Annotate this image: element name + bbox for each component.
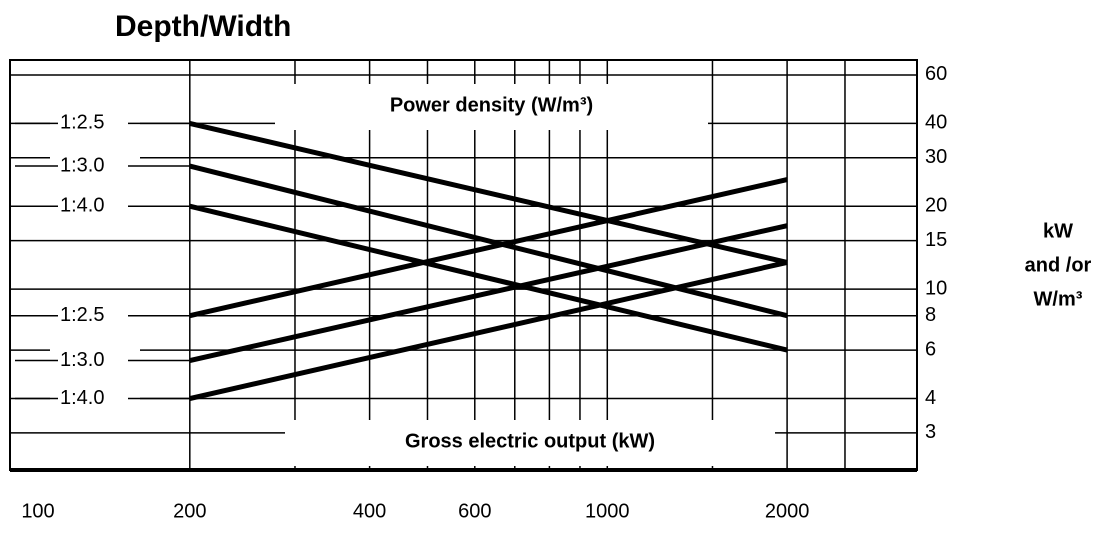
label-box — [50, 111, 140, 136]
annotation-box — [285, 420, 775, 466]
chart-title: Depth/Width — [115, 10, 291, 43]
series-label: 1:2.5 — [60, 304, 104, 326]
label-box — [50, 348, 140, 373]
annotation: Gross electric output (kW) — [405, 430, 655, 452]
y-tick-label: 20 — [925, 195, 947, 217]
y-tick-label: 30 — [925, 146, 947, 168]
series-label: 1:4.0 — [60, 387, 104, 409]
series-label: 1:2.5 — [60, 112, 104, 134]
x-tick-label: 100 — [21, 500, 54, 522]
y-tick-label: 6 — [925, 338, 936, 360]
data-line — [189, 163, 788, 319]
x-tick-label: 2000 — [765, 500, 810, 522]
y-axis-label: and /or — [1025, 254, 1092, 276]
x-tick-label: 600 — [458, 500, 491, 522]
y-tick-label: 10 — [925, 277, 947, 299]
data-line — [189, 177, 788, 319]
label-box — [50, 386, 140, 411]
y-axis-label: W/m³ — [1034, 288, 1083, 310]
y-tick-label: 8 — [925, 304, 936, 326]
label-box — [50, 154, 140, 179]
label-box — [50, 303, 140, 328]
y-axis-label: kW — [1043, 220, 1073, 242]
data-line — [189, 223, 788, 363]
x-tick-label: 1000 — [585, 500, 630, 522]
annotation: Power density (W/m³) — [390, 94, 593, 116]
y-tick-label: 15 — [925, 229, 947, 251]
series-label: 1:3.0 — [60, 154, 104, 176]
series-label: 1:3.0 — [60, 349, 104, 371]
y-tick-label: 3 — [925, 421, 936, 443]
x-tick-label: 200 — [173, 500, 206, 522]
label-box — [50, 194, 140, 219]
data-line — [189, 120, 788, 265]
data-line — [189, 259, 788, 401]
x-tick-label: 400 — [353, 500, 386, 522]
annotation-box — [275, 84, 708, 130]
y-tick-label: 60 — [925, 63, 947, 85]
data-line — [189, 203, 788, 353]
y-tick-label: 4 — [925, 387, 936, 409]
y-tick-label: 40 — [925, 112, 947, 134]
series-label: 1:4.0 — [60, 195, 104, 217]
